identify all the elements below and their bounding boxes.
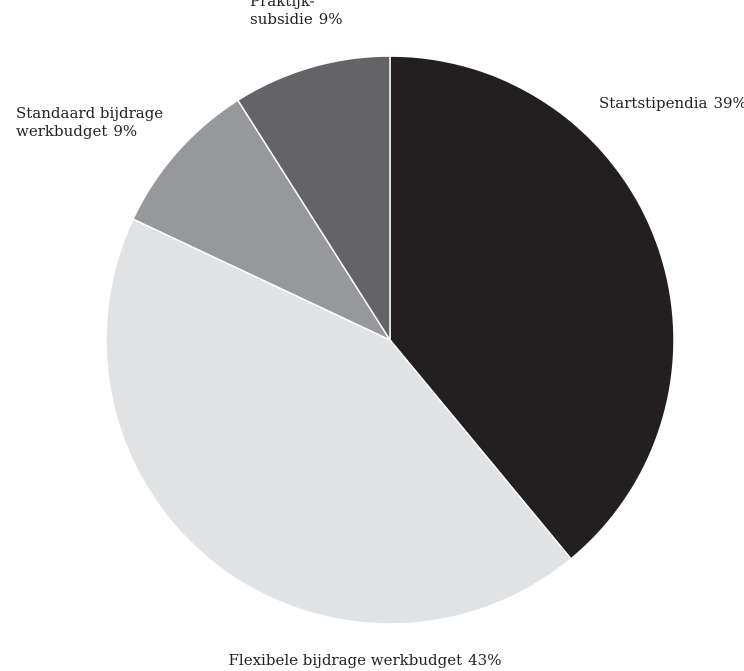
pie-slice-flexibele-bijdrage-werkbudget — [105, 218, 572, 625]
slice-label-startstipendia: Startstipendia 39% — [599, 94, 744, 112]
pie-slice-standaard-bijdrage-werkbudget — [132, 99, 391, 341]
pie-labels: Startstipendia 39% Flexibele bijdrage werk… — [16, 0, 744, 669]
slice-label-line: Flexibele bijdrage werkbudget — [229, 651, 463, 669]
slice-label-flexibele-bijdrage-werkbudget: Flexibele bijdrage werkbudget 43% — [229, 651, 502, 669]
pie-slice-praktijk-subsidie — [237, 55, 391, 341]
slice-label-line: Standaard bijdrage — [16, 104, 163, 122]
pie-slice-startstipendia — [389, 55, 675, 560]
pie-slices — [105, 55, 675, 625]
slice-label-line: Praktijk- — [250, 0, 315, 10]
slice-label-praktijk-subsidie: Praktijk-subsidie 9% — [250, 0, 343, 28]
slice-label-line: Startstipendia — [599, 94, 708, 112]
slice-label-line: subsidie — [250, 10, 313, 28]
slice-label-standaard-bijdrage-werkbudget: Standaard bijdrage werkbudget 9% — [16, 104, 163, 140]
slice-value-label: 9% — [319, 10, 343, 28]
slice-value-label: 9% — [113, 122, 137, 140]
slice-value-label: 39% — [713, 94, 744, 112]
slice-value-label: 43% — [468, 651, 501, 669]
slice-label-line: werkbudget — [16, 122, 107, 140]
